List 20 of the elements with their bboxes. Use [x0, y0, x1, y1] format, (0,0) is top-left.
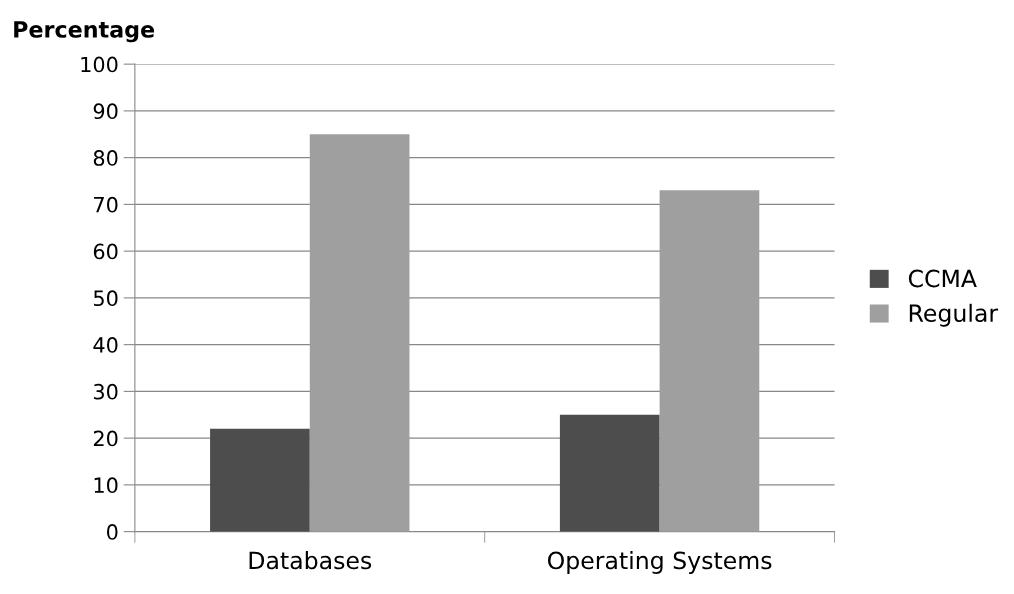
legend-label: Regular: [909, 303, 999, 327]
y-tick-label: 20: [93, 430, 118, 447]
y-tick-label: 0: [107, 524, 118, 540]
x-tick-label: Databases: [249, 551, 372, 570]
y-tick-label: 80: [93, 150, 118, 166]
y-tick-label: 100: [81, 56, 118, 73]
y-tick-label: 60: [93, 243, 118, 260]
y-tick-label: 30: [93, 383, 118, 400]
y-tick-label: 70: [94, 196, 118, 213]
bar: [659, 190, 760, 532]
bar: [210, 428, 310, 532]
bar: [559, 414, 660, 532]
bar: [309, 134, 410, 532]
y-tick-label: 10: [94, 477, 118, 494]
y-tick-label: 40: [93, 337, 118, 353]
y-axis-title: Percentage: [14, 21, 155, 43]
legend-label: CCMA: [908, 269, 977, 288]
x-tick-label: Operating Systems: [547, 551, 772, 574]
y-tick-label: 50: [93, 290, 118, 307]
y-tick-label: 90: [93, 103, 118, 120]
